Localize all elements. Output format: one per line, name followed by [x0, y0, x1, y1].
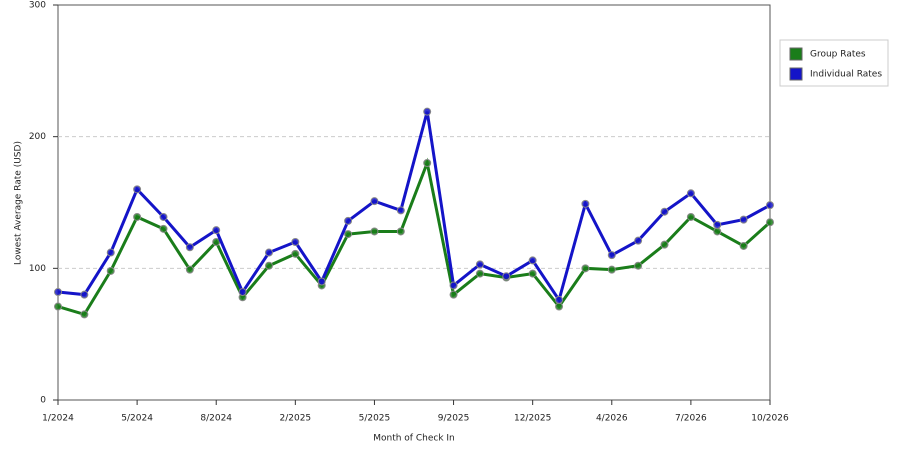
data-point [291, 249, 300, 258]
data-point [634, 261, 643, 270]
data-point [159, 212, 168, 221]
y-tick-label: 100 [29, 264, 46, 274]
data-point [766, 201, 774, 210]
data-point [291, 238, 300, 246]
data-point [475, 269, 484, 278]
data-point [238, 288, 247, 297]
x-axis-label: Month of Check In [373, 434, 455, 444]
x-tick-label: 8/2024 [200, 414, 232, 424]
data-point [185, 243, 194, 252]
data-point [370, 227, 379, 236]
data-point [713, 220, 722, 229]
data-point [133, 185, 142, 194]
data-point [555, 302, 564, 311]
data-point [423, 159, 432, 167]
legend-label: Group Rates [810, 50, 866, 60]
data-point [106, 266, 115, 275]
data-point [212, 226, 221, 235]
data-point [106, 248, 115, 257]
data-point [344, 230, 353, 239]
data-point [634, 236, 643, 245]
legend-swatch [789, 47, 803, 61]
data-point [660, 240, 669, 249]
legend-swatch [789, 67, 803, 81]
data-point [344, 216, 353, 225]
data-point [370, 197, 379, 206]
series-line [57, 157, 772, 317]
data-point [54, 302, 62, 311]
data-point [396, 206, 405, 215]
legend-label: Individual Rates [810, 70, 882, 80]
y-tick-label: 300 [29, 1, 46, 11]
data-point [133, 212, 142, 221]
data-point [528, 269, 537, 278]
data-point [713, 227, 722, 236]
data-point [449, 290, 458, 299]
data-point [660, 207, 669, 216]
x-tick-label: 1/2024 [42, 414, 74, 424]
x-tick-label: 9/2025 [438, 414, 470, 424]
data-point [264, 248, 273, 257]
y-axis-label: Lowest Average Rate (USD) [14, 141, 24, 265]
data-point [686, 212, 695, 221]
data-point [80, 310, 89, 319]
series-line [57, 111, 771, 304]
y-tick-label: 200 [29, 132, 46, 142]
data-point [686, 189, 695, 198]
x-tick-label: 4/2026 [596, 414, 628, 424]
data-point [607, 265, 616, 274]
data-point [555, 295, 564, 304]
data-point [317, 277, 326, 286]
plot-area [57, 4, 771, 401]
y-tick-label: 0 [40, 396, 46, 406]
data-point [607, 251, 616, 260]
data-point [766, 218, 774, 227]
x-tick-label: 5/2025 [359, 414, 391, 424]
data-point [528, 256, 537, 265]
data-point [185, 265, 194, 274]
data-point [581, 199, 590, 208]
data-point [449, 281, 458, 290]
x-tick-label: 5/2024 [121, 414, 153, 424]
data-point [54, 288, 62, 297]
data-point [80, 290, 89, 299]
data-point [475, 260, 484, 269]
x-tick-label: 12/2025 [514, 414, 551, 424]
data-point [739, 241, 748, 250]
data-point [396, 227, 405, 236]
data-point [423, 107, 432, 116]
x-tick-label: 7/2026 [675, 414, 707, 424]
data-point [739, 215, 748, 224]
data-point [264, 261, 273, 270]
data-point [159, 224, 168, 233]
data-point [581, 264, 590, 273]
data-point [502, 272, 511, 281]
x-tick-label: 2/2025 [279, 414, 311, 424]
x-tick-label: 10/2026 [751, 414, 789, 424]
